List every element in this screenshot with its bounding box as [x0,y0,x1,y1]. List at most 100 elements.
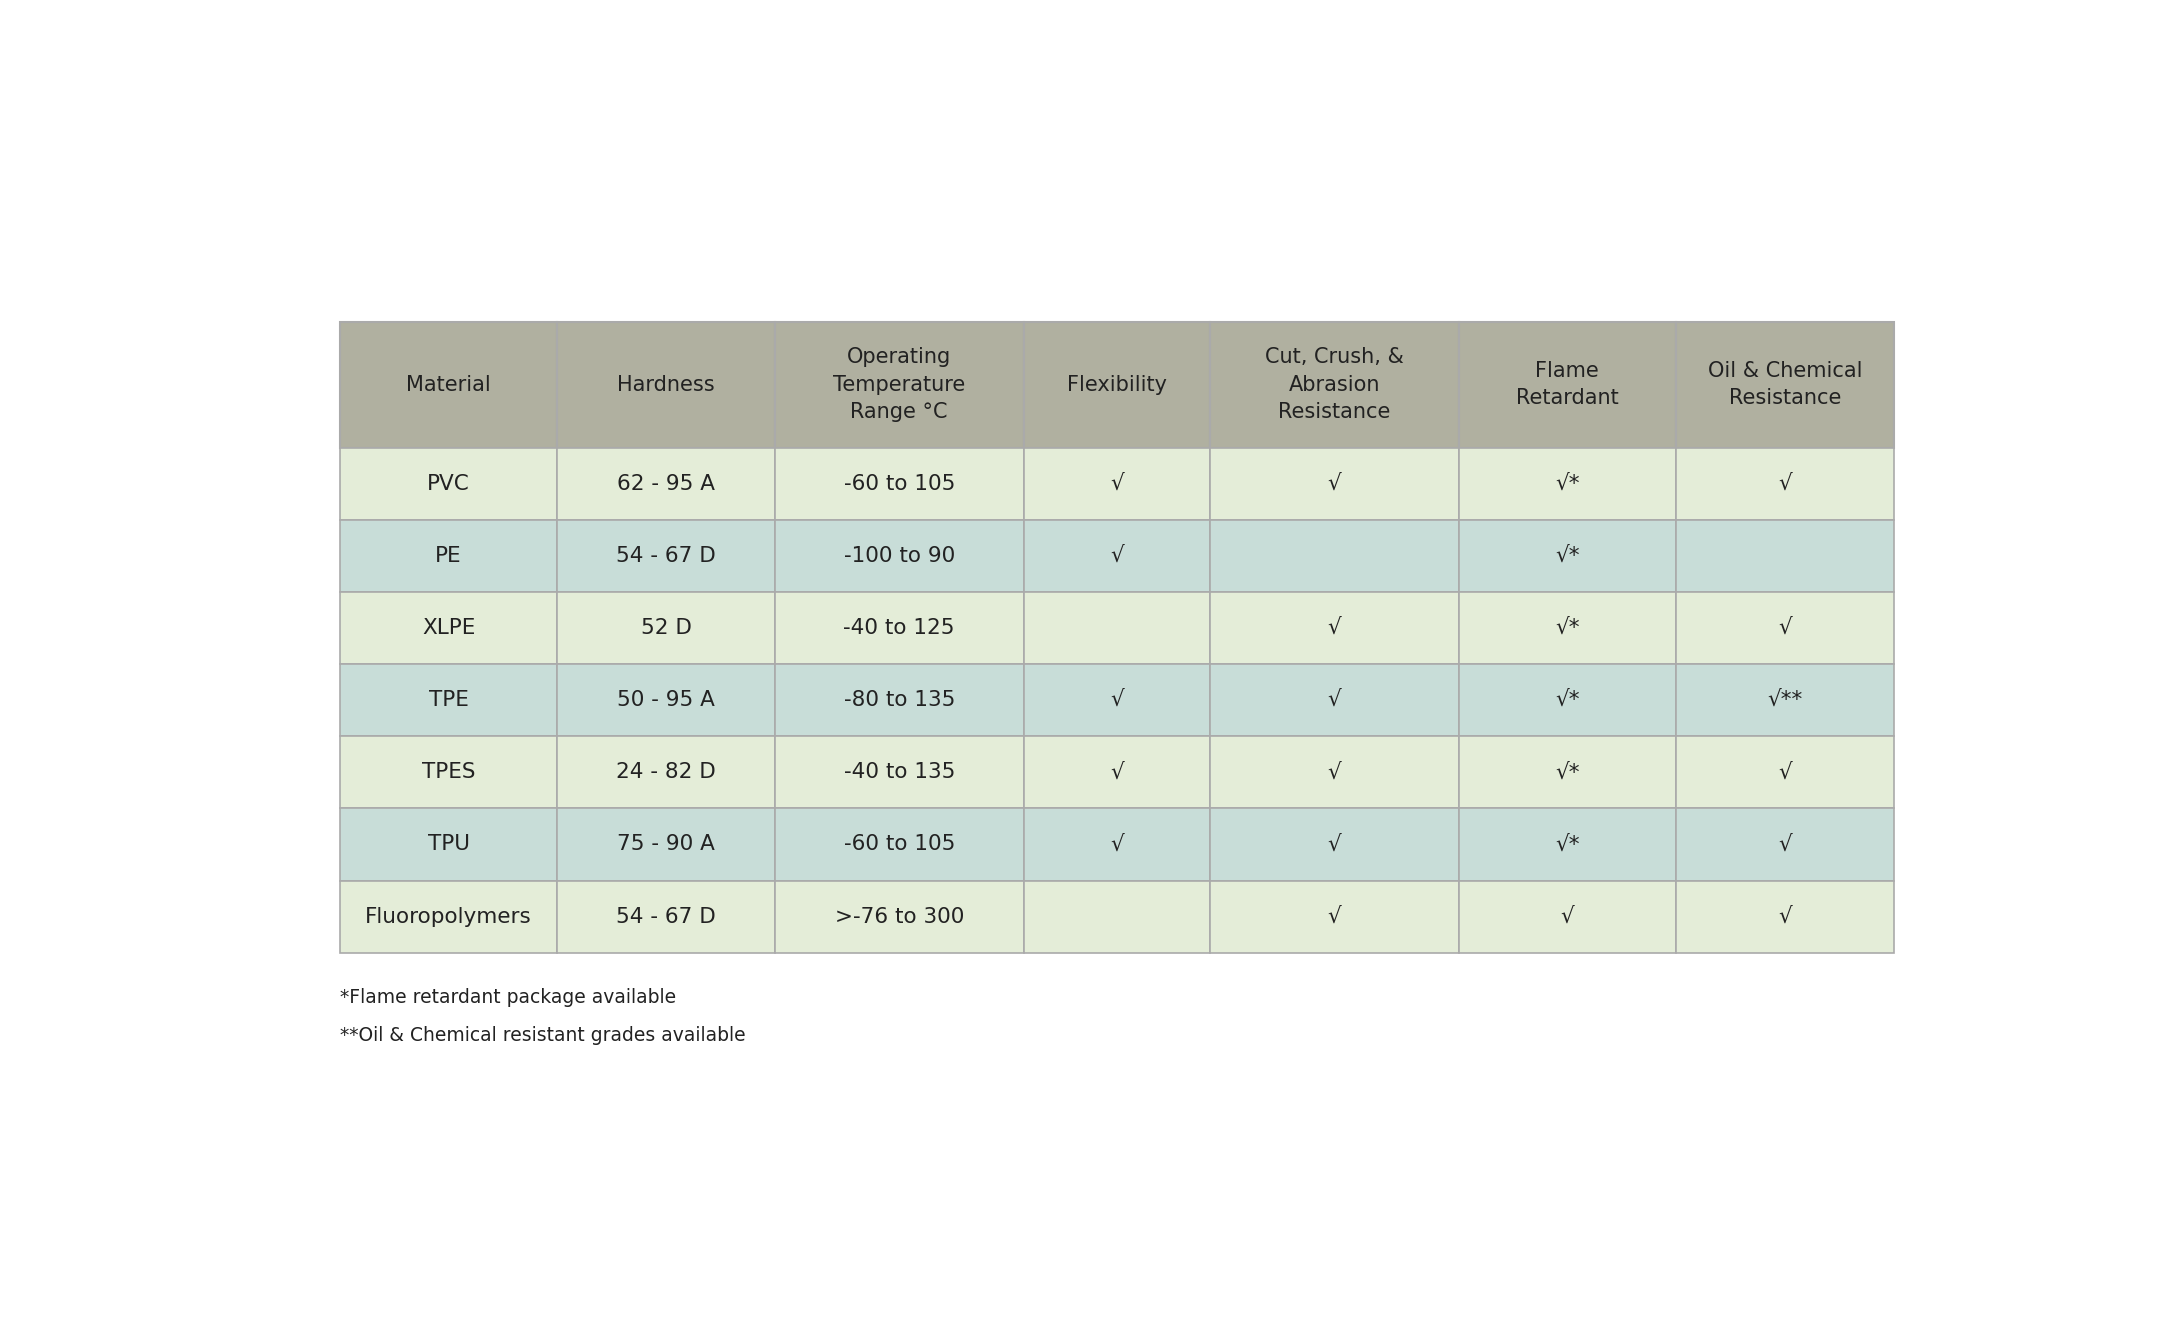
Text: TPE: TPE [429,690,468,710]
Bar [1209,520,1458,592]
Text: √*: √* [1556,546,1580,566]
Bar [776,664,1024,736]
Text: 75 - 90 A: 75 - 90 A [617,834,715,854]
Text: -60 to 105: -60 to 105 [843,473,954,494]
Text: √**: √** [1767,690,1802,710]
Bar [1024,592,1209,664]
Text: √: √ [1109,473,1124,494]
Text: √: √ [1327,690,1340,710]
Bar [1209,448,1458,520]
Bar [1676,664,1894,736]
Bar [558,736,776,808]
Text: -100 to 90: -100 to 90 [843,546,954,566]
Bar [1024,520,1209,592]
Text: 54 - 67 D: 54 - 67 D [617,907,717,927]
Bar [776,880,1024,953]
Text: √*: √* [1556,473,1580,494]
Bar [1209,808,1458,880]
Bar [558,520,776,592]
Text: TPU: TPU [427,834,471,854]
Text: PVC: PVC [427,473,471,494]
Text: 24 - 82 D: 24 - 82 D [617,763,717,783]
Text: √: √ [1327,619,1340,639]
Bar [1209,880,1458,953]
Bar [340,520,558,592]
Text: Fluoropolymers: Fluoropolymers [366,907,532,927]
Text: √: √ [1560,907,1573,927]
Bar [1024,808,1209,880]
Text: -60 to 105: -60 to 105 [843,834,954,854]
Text: Flame
Retardant: Flame Retardant [1517,361,1619,408]
Bar [1676,321,1894,448]
Text: √: √ [1327,763,1340,783]
Text: 50 - 95 A: 50 - 95 A [617,690,715,710]
Bar [1458,736,1676,808]
Text: *Flame retardant package available: *Flame retardant package available [340,989,675,1007]
Bar [558,321,776,448]
Text: √: √ [1778,907,1791,927]
Bar [1024,448,1209,520]
Bar [1024,321,1209,448]
Bar [1458,592,1676,664]
Text: XLPE: XLPE [423,619,475,639]
Bar [1676,736,1894,808]
Bar [1024,736,1209,808]
Text: √: √ [1778,473,1791,494]
Text: √*: √* [1556,619,1580,639]
Bar [340,664,558,736]
Text: √: √ [1109,690,1124,710]
Text: √: √ [1327,834,1340,854]
Bar [776,448,1024,520]
Text: Oil & Chemical
Resistance: Oil & Chemical Resistance [1708,361,1863,408]
Text: 62 - 95 A: 62 - 95 A [617,473,715,494]
Text: TPES: TPES [423,763,475,783]
Text: Material: Material [405,374,490,395]
Text: 52 D: 52 D [641,619,691,639]
Text: √*: √* [1556,834,1580,854]
Bar [1676,592,1894,664]
Bar [558,880,776,953]
Text: >-76 to 300: >-76 to 300 [835,907,963,927]
Bar [1676,448,1894,520]
Bar [1209,321,1458,448]
Bar [776,592,1024,664]
Bar [1458,808,1676,880]
Bar [1458,321,1676,448]
Bar [1458,664,1676,736]
Text: √*: √* [1556,690,1580,710]
Text: -80 to 135: -80 to 135 [843,690,954,710]
Bar [1676,520,1894,592]
Bar [340,880,558,953]
Text: Cut, Crush, &
Abrasion
Resistance: Cut, Crush, & Abrasion Resistance [1264,348,1403,422]
Bar [1676,880,1894,953]
Bar [776,736,1024,808]
Bar [1209,592,1458,664]
Bar [558,448,776,520]
Bar [1458,448,1676,520]
Bar [776,321,1024,448]
Text: -40 to 135: -40 to 135 [843,763,954,783]
Text: Flexibility: Flexibility [1068,374,1166,395]
Text: Operating
Temperature
Range °C: Operating Temperature Range °C [832,348,965,422]
Bar [776,808,1024,880]
Bar [558,808,776,880]
Bar [1024,664,1209,736]
Text: PE: PE [436,546,462,566]
Bar [340,592,558,664]
Text: √: √ [1327,473,1340,494]
Text: 54 - 67 D: 54 - 67 D [617,546,717,566]
Text: √: √ [1109,546,1124,566]
Bar [1209,664,1458,736]
Text: √: √ [1109,834,1124,854]
Bar [1024,880,1209,953]
Text: √: √ [1109,763,1124,783]
Bar [1676,808,1894,880]
Text: √: √ [1778,834,1791,854]
Text: √: √ [1778,763,1791,783]
Text: Hardness: Hardness [617,374,715,395]
Text: **Oil & Chemical resistant grades available: **Oil & Chemical resistant grades availa… [340,1026,745,1044]
Bar [558,664,776,736]
Bar [340,321,558,448]
Bar [776,520,1024,592]
Bar [340,808,558,880]
